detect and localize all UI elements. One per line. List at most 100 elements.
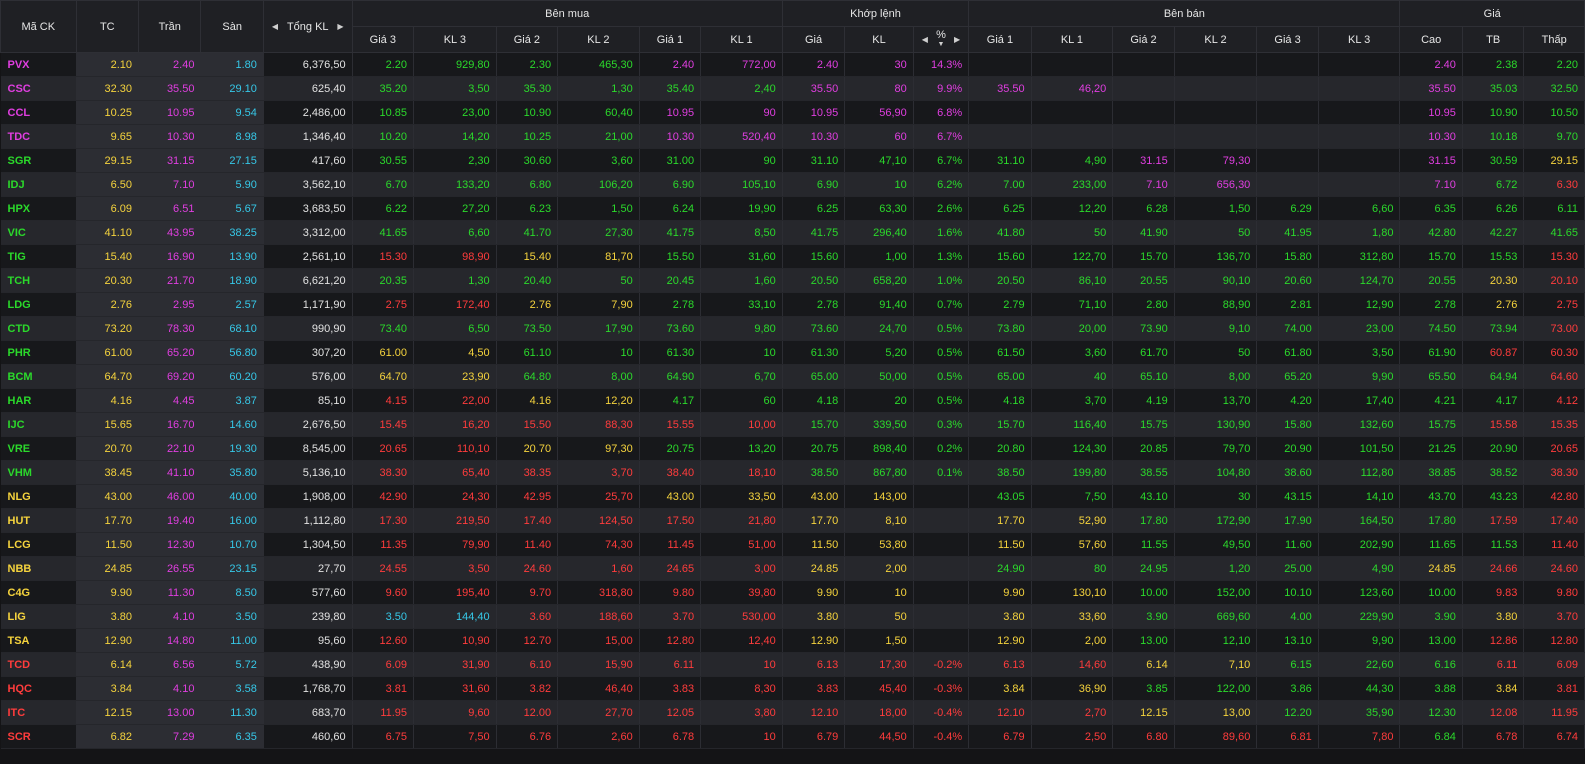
table-row[interactable]: TIG 15.40 16.90 13.90 2,561,10 15.30 98,90 15.4…: [0, 244, 1585, 269]
cell-symbol[interactable]: CTD: [0, 316, 77, 341]
table-row[interactable]: CCL 10.25 10.95 9.54 2,486,00 10.85 23,00 10.90…: [0, 100, 1585, 125]
cell-symbol[interactable]: VRE: [0, 436, 77, 461]
cell-symbol[interactable]: VHM: [0, 460, 77, 485]
cell-symbol[interactable]: NLG: [0, 484, 77, 509]
cell-symbol[interactable]: SCR: [0, 724, 77, 749]
header-match-volume[interactable]: KL: [844, 26, 914, 53]
cell-symbol[interactable]: NBB: [0, 556, 77, 581]
cell-symbol[interactable]: PHR: [0, 340, 77, 365]
table-row[interactable]: HPX 6.09 6.51 5.67 3,683,50 6.22 27,20 6.23 1,50…: [0, 196, 1585, 221]
table-row[interactable]: LCG 11.50 12.30 10.70 1,304,50 11.35 79,90 11.4…: [0, 532, 1585, 557]
cell-match-percent: 9.9%: [913, 76, 970, 101]
table-row[interactable]: SCR 6.82 7.29 6.35 460,60 6.75 7,50 6.76 2,60 6.7…: [0, 724, 1585, 749]
cell-symbol[interactable]: TDC: [0, 124, 77, 149]
header-bid-vol-1[interactable]: KL 1: [700, 26, 783, 53]
header-bid-vol-3[interactable]: KL 3: [413, 26, 497, 53]
cell-symbol[interactable]: HQC: [0, 676, 77, 701]
caret-right-icon[interactable]: ▶: [954, 35, 961, 44]
cell-match-price: 6.13: [782, 652, 846, 677]
cell-symbol[interactable]: HUT: [0, 508, 77, 533]
table-row[interactable]: PVX 2.10 2.40 1.80 6,376,50 2.20 929,80 2.30 465…: [0, 52, 1585, 77]
header-ask-price-1[interactable]: Giá 1: [968, 26, 1032, 53]
table-row[interactable]: TDC 9.65 10.30 8.98 1,346,40 10.20 14,20 10.25 2…: [0, 124, 1585, 149]
table-row[interactable]: PHR 61.00 65.20 56.80 307,20 61.00 4,50 61.10 10…: [0, 340, 1585, 365]
table-row[interactable]: HAR 4.16 4.45 3.87 85,10 4.15 22,00 4.16 12,20 4.…: [0, 388, 1585, 413]
cell-floor: 3.50: [200, 604, 264, 629]
cell-symbol[interactable]: VIC: [0, 220, 77, 245]
table-row[interactable]: LIG 3.80 4.10 3.50 239,80 3.50 144,40 3.60 188,6…: [0, 604, 1585, 629]
cell-bid-vol-3: 133,20: [413, 172, 497, 197]
table-row[interactable]: VRE 20.70 22.10 19.30 8,545,00 20.65 110,10 20.…: [0, 436, 1585, 461]
cell-symbol[interactable]: LDG: [0, 292, 77, 317]
table-row[interactable]: VHM 38.45 41.10 35.80 5,136,10 38.30 65,40 38.3…: [0, 460, 1585, 485]
cell-symbol[interactable]: LIG: [0, 604, 77, 629]
table-row[interactable]: C4G 9.90 11.30 8.50 577,60 9.60 195,40 9.70 318,…: [0, 580, 1585, 605]
table-row[interactable]: CSC 32.30 35.50 29.10 625,40 35.20 3,50 35.30 1,…: [0, 76, 1585, 101]
cell-symbol[interactable]: BCM: [0, 364, 77, 389]
header-ask-vol-2[interactable]: KL 2: [1173, 26, 1258, 53]
cell-ask-price-1: 2.79: [968, 292, 1032, 317]
table-row[interactable]: LDG 2.76 2.95 2.57 1,171,90 2.75 172,40 2.76 7,9…: [0, 292, 1585, 317]
header-high[interactable]: Cao: [1399, 26, 1463, 53]
header-ceiling[interactable]: Trần: [138, 0, 202, 53]
table-row[interactable]: TSA 12.90 14.80 11.00 95,60 12.60 10,90 12.70 15…: [0, 628, 1585, 653]
table-row[interactable]: NBB 24.85 26.55 23.15 27,70 24.55 3,50 24.60 1,6…: [0, 556, 1585, 581]
caret-left-icon[interactable]: ◀: [921, 35, 928, 44]
cell-symbol[interactable]: ITC: [0, 700, 77, 725]
cell-symbol[interactable]: TSA: [0, 628, 77, 653]
header-ask-vol-3[interactable]: KL 3: [1317, 26, 1401, 53]
table-row[interactable]: CTD 73.20 78.30 68.10 990,90 73.40 6,50 73.50 17…: [0, 316, 1585, 341]
cell-symbol[interactable]: TCH: [0, 268, 77, 293]
table-row[interactable]: TCD 6.14 6.56 5.72 438,90 6.09 31,90 6.10 15,90 6…: [0, 652, 1585, 677]
table-row[interactable]: HUT 17.70 19.40 16.00 1,112,80 17.30 219,50 17.…: [0, 508, 1585, 533]
header-match-percent[interactable]: ◀ % ▼ ▶: [912, 26, 970, 53]
cell-symbol[interactable]: IDJ: [0, 172, 77, 197]
table-row[interactable]: NLG 43.00 46.00 40.00 1,908,00 42.90 24,30 42.9…: [0, 484, 1585, 509]
caret-right-icon[interactable]: ▶: [337, 22, 344, 31]
cell-symbol[interactable]: CSC: [0, 76, 77, 101]
cell-ref: 61.00: [76, 340, 140, 365]
header-bid-price-1[interactable]: Giá 1: [638, 26, 702, 53]
cell-symbol[interactable]: LCG: [0, 532, 77, 557]
cell-symbol[interactable]: IJC: [0, 412, 77, 437]
caret-left-icon[interactable]: ◀: [271, 22, 279, 31]
header-bid-price-2[interactable]: Giá 2: [495, 26, 559, 53]
cell-symbol[interactable]: HPX: [0, 196, 77, 221]
cell-symbol[interactable]: PVX: [0, 52, 77, 77]
header-symbol[interactable]: Mã CK: [0, 0, 77, 53]
header-match-price[interactable]: Giá: [781, 26, 846, 53]
cell-symbol[interactable]: HAR: [0, 388, 77, 413]
table-row[interactable]: TCH 20.30 21.70 18.90 6,621,20 20.35 1,30 20.40…: [0, 268, 1585, 293]
table-row[interactable]: ITC 12.15 13.00 11.30 683,70 11.95 9,60 12.00 27…: [0, 700, 1585, 725]
table-row[interactable]: VIC 41.10 43.95 38.25 3,312,00 41.65 6,60 41.70…: [0, 220, 1585, 245]
header-bid-vol-2[interactable]: KL 2: [557, 26, 640, 53]
header-reference[interactable]: TC: [75, 0, 140, 53]
cell-average: 12.08: [1462, 700, 1525, 725]
cell-ceil: 10.95: [138, 100, 202, 125]
table-row[interactable]: BCM 64.70 69.20 60.20 576,00 64.70 23,90 64.80 8…: [0, 364, 1585, 389]
cell-low: 2.20: [1523, 52, 1585, 77]
header-ask-price-2[interactable]: Giá 2: [1112, 26, 1175, 53]
sort-down-icon[interactable]: ▼: [937, 40, 945, 48]
table-row[interactable]: HQC 3.84 4.10 3.58 1,768,70 3.81 31,60 3.82 46,4…: [0, 676, 1585, 701]
cell-match-price: 15.70: [782, 412, 846, 437]
cell-symbol[interactable]: SGR: [0, 148, 77, 173]
header-total-volume[interactable]: ◀ Tổng KL ▶: [262, 0, 353, 53]
cell-total-volume: 85,10: [263, 388, 353, 413]
table-row[interactable]: IJC 15.65 16.70 14.60 2,676,50 15.45 16,20 15.5…: [0, 412, 1585, 437]
cell-ask-vol-1: 20,00: [1031, 316, 1114, 341]
cell-symbol[interactable]: CCL: [0, 100, 77, 125]
cell-ask-price-1: 20.50: [968, 268, 1032, 293]
cell-symbol[interactable]: TIG: [0, 244, 77, 269]
header-ask-price-3[interactable]: Giá 3: [1256, 26, 1319, 53]
table-row[interactable]: IDJ 6.50 7.10 5.90 3,562,10 6.70 133,20 6.80 106…: [0, 172, 1585, 197]
header-bid-price-3[interactable]: Giá 3: [351, 26, 415, 53]
cell-match-percent: 0.3%: [913, 412, 970, 437]
header-floor[interactable]: Sàn: [200, 0, 264, 53]
header-ask-vol-1[interactable]: KL 1: [1030, 26, 1114, 53]
cell-symbol[interactable]: C4G: [0, 580, 77, 605]
header-average[interactable]: TB: [1461, 26, 1525, 53]
table-row[interactable]: SGR 29.15 31.15 27.15 417,60 30.55 2,30 30.60 3,…: [0, 148, 1585, 173]
cell-symbol[interactable]: TCD: [0, 652, 77, 677]
header-low[interactable]: Thấp: [1523, 26, 1585, 53]
